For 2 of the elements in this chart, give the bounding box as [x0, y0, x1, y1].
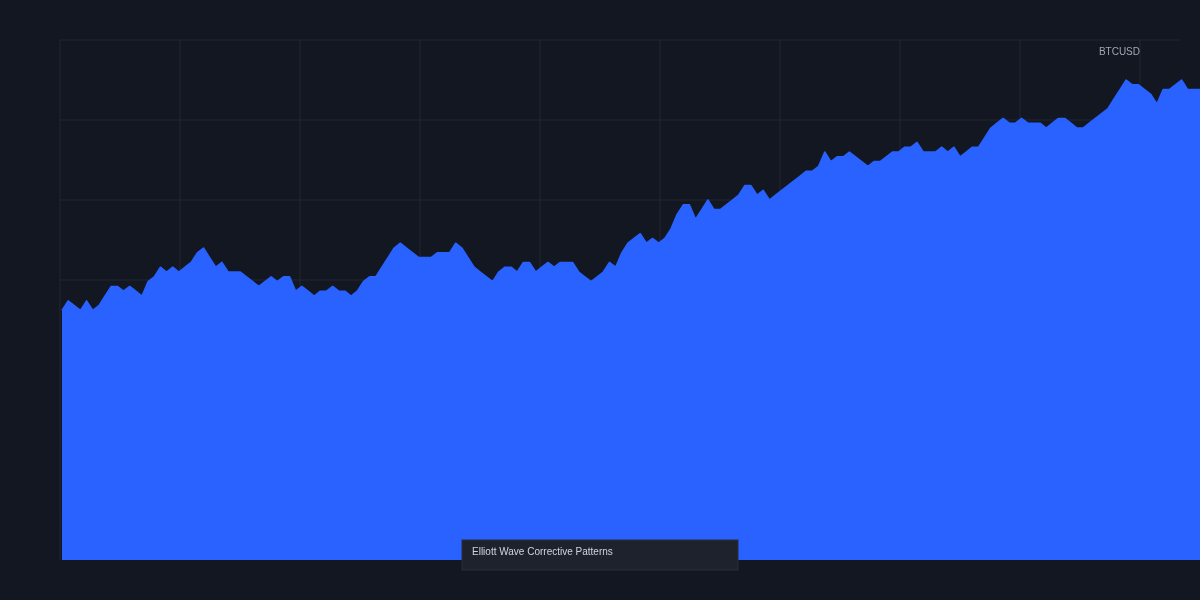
- annotation: Elliott Wave Corrective Patterns: [472, 546, 613, 557]
- text: BTCUSD: [1098, 46, 1140, 57]
